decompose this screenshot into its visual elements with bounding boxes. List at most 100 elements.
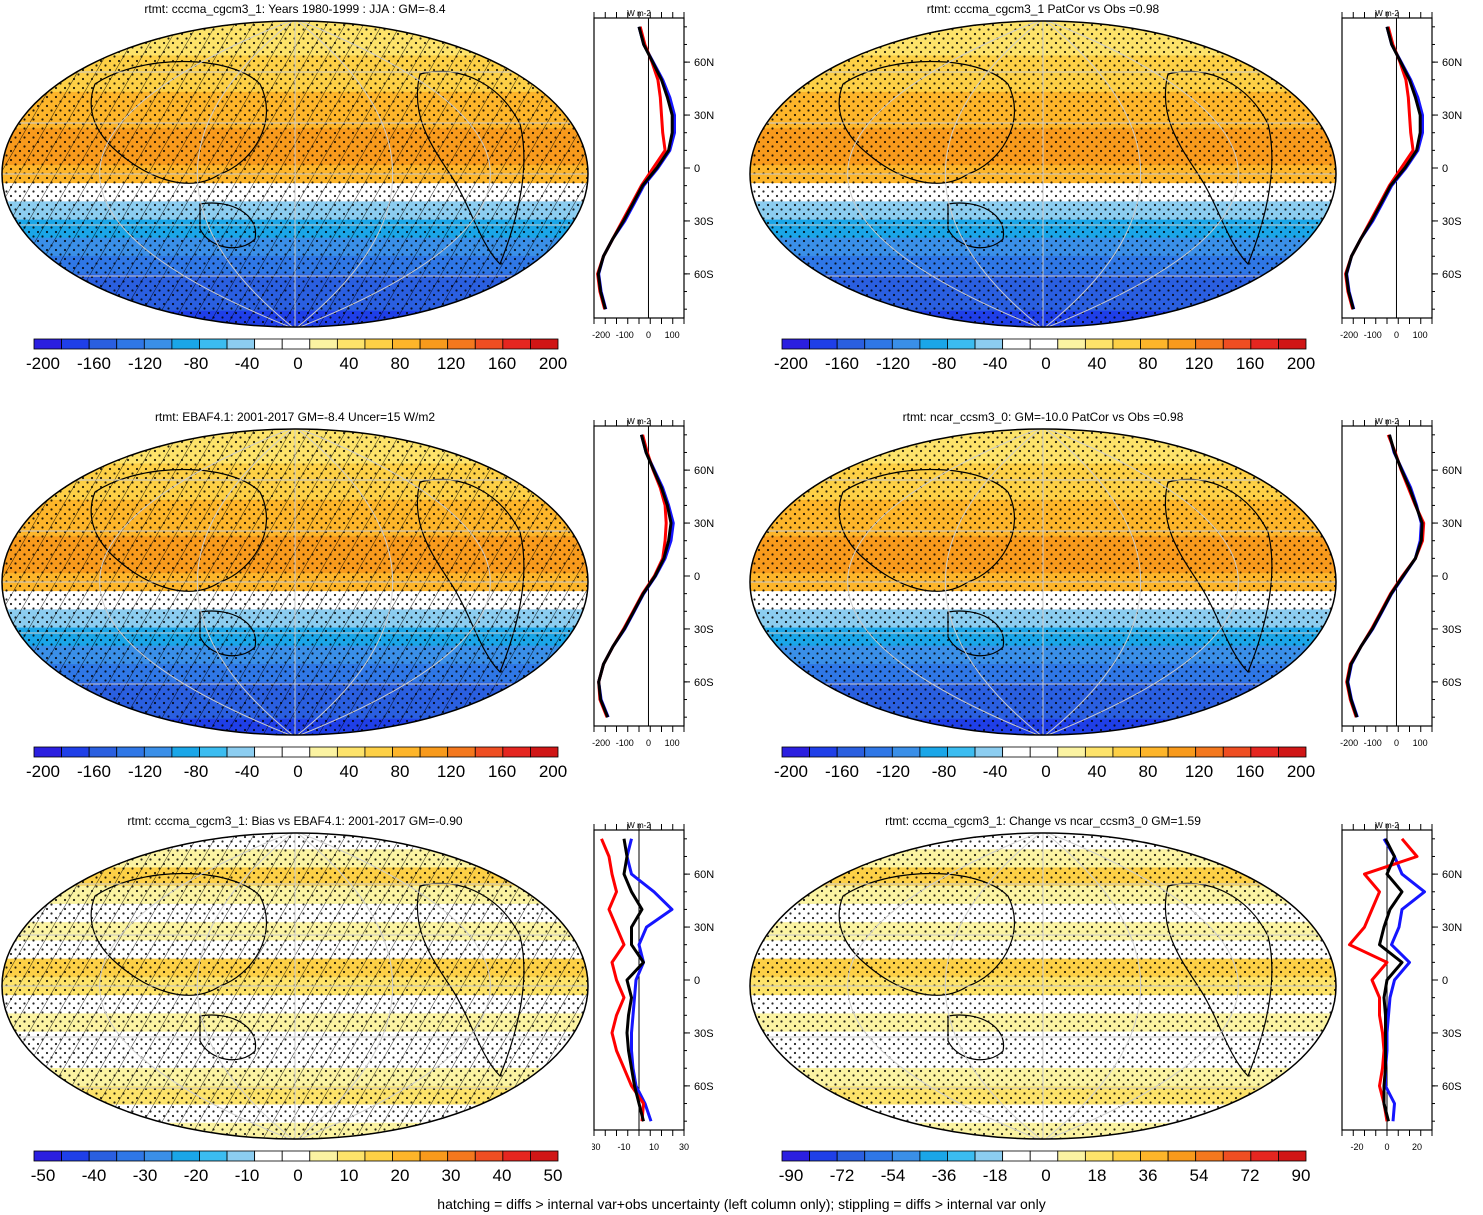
- zonal-x-tick-label: -200: [1340, 330, 1358, 340]
- colorbar: [33, 746, 559, 758]
- panel-title: rtmt: cccma_cgcm3_1 PatCor vs Obs =0.98: [926, 2, 1160, 16]
- colorbar-swatch: [1195, 1150, 1224, 1162]
- colorbar-swatch: [919, 338, 948, 350]
- zonal-x-tick-label: -20: [1350, 1142, 1363, 1152]
- colorbar-swatch: [171, 746, 200, 758]
- panel-title: rtmt: cccma_cgcm3_1: Bias vs EBAF4.1: 20…: [127, 814, 463, 828]
- zonal-mean-plot: W m-2 60N 30N 0 30S 60S -200 -100 0 100: [592, 417, 714, 748]
- colorbar-swatch: [336, 746, 366, 758]
- colorbar-labels: -200 -160 -120 -80 -40 0 40 80 120 160 200: [26, 354, 567, 376]
- colorbar-swatch: [530, 1150, 559, 1162]
- colorbar-labels: -200 -160 -120 -80 -40 0 40 80 120 160 200: [774, 354, 1315, 376]
- zonal-x-tick-label: 0: [1384, 1142, 1389, 1152]
- colorbar-swatch: [336, 1150, 366, 1162]
- colorbar-swatch: [199, 1150, 228, 1162]
- colorbar-tick-label: 80: [1138, 354, 1158, 373]
- zonal-lat-tick-label: 60N: [1442, 869, 1462, 881]
- colorbar-tick-label: -50: [30, 1166, 56, 1185]
- colorbar-swatch: [502, 1150, 531, 1162]
- colorbar-swatch: [364, 1150, 393, 1162]
- colorbar: [781, 746, 1307, 758]
- zonal-unit-label: W m-2: [627, 417, 651, 426]
- colorbar-swatch: [891, 1150, 921, 1162]
- colorbar-swatch: [419, 746, 449, 758]
- zonal-lat-tick-label: 30S: [1442, 624, 1462, 636]
- zonal-lat-tick-label: 30N: [694, 518, 714, 530]
- colorbar-tick-label: -54: [880, 1166, 906, 1185]
- colorbar-swatch: [836, 338, 866, 350]
- colorbar-tick-label: -40: [234, 354, 260, 373]
- colorbar-tick-label: 0: [293, 354, 303, 373]
- colorbar: [781, 1150, 1307, 1162]
- colorbar-swatch: [447, 1150, 476, 1162]
- colorbar-swatch: [781, 1150, 810, 1162]
- global-map: [749, 832, 1337, 1140]
- colorbar-tick-label: 200: [1286, 354, 1316, 373]
- colorbar-swatch: [1278, 746, 1307, 758]
- zonal-lat-tick-label: 30N: [1442, 922, 1462, 934]
- colorbar-swatch: [1278, 338, 1307, 350]
- zonal-lat-tick-label: 30N: [694, 110, 714, 122]
- zonal-x-tick-label: 0: [646, 330, 651, 340]
- colorbar-swatch: [1002, 746, 1031, 758]
- zonal-series-black: [1378, 838, 1404, 1122]
- colorbar-swatch: [364, 338, 393, 350]
- colorbar-swatch: [116, 338, 145, 350]
- colorbar-swatch: [392, 338, 421, 350]
- global-map: [749, 428, 1337, 736]
- zonal-lat-tick-label: 0: [694, 163, 700, 175]
- colorbar-swatch: [281, 338, 311, 350]
- zonal-lat-tick-label: 30N: [1442, 110, 1462, 122]
- colorbar-swatch: [1167, 1150, 1197, 1162]
- colorbar-swatch: [530, 338, 559, 350]
- colorbar-swatch: [447, 746, 476, 758]
- colorbar-swatch: [864, 746, 893, 758]
- colorbar-swatch: [919, 746, 948, 758]
- colorbar-tick-label: -80: [183, 354, 209, 373]
- colorbar-tick-label: -40: [81, 1166, 107, 1185]
- zonal-mean-plot: W m-2 60N 30N 0 30S 60S -200 -100 0 100: [1340, 9, 1462, 340]
- zonal-series-red: [1345, 434, 1426, 718]
- zonal-lat-tick-label: 60N: [1442, 465, 1462, 477]
- colorbar-tick-label: 80: [390, 762, 410, 781]
- colorbar-tick-label: 0: [1041, 1166, 1051, 1185]
- colorbar-swatch: [171, 1150, 200, 1162]
- colorbar-swatch: [61, 746, 90, 758]
- colorbar-tick-label: 0: [293, 1166, 303, 1185]
- colorbar-tick-label: -36: [931, 1166, 957, 1185]
- colorbar-tick-label: -120: [127, 354, 163, 373]
- colorbar-swatch: [1167, 338, 1197, 350]
- colorbar-tick-label: -80: [931, 762, 957, 781]
- zonal-x-tick-label: 100: [665, 738, 680, 748]
- zonal-lat-tick-label: 0: [1442, 163, 1448, 175]
- zonal-x-tick-label: 30: [679, 1142, 689, 1152]
- colorbar-tick-label: -80: [931, 354, 957, 373]
- zonal-series-blue: [597, 434, 675, 718]
- colorbar-swatch: [226, 1150, 256, 1162]
- zonal-x-tick-label: -200: [1340, 738, 1358, 748]
- colorbar-tick-label: -80: [183, 762, 209, 781]
- figure-panel-2: rtmt: cccma_cgcm3_1 PatCor vs Obs =0.98 -…: [748, 0, 1483, 380]
- zonal-lat-tick-label: 30N: [1442, 518, 1462, 530]
- colorbar-swatch: [891, 746, 921, 758]
- zonal-lat-tick-label: 0: [694, 975, 700, 987]
- zonal-lat-tick-label: 60S: [694, 677, 714, 689]
- colorbar-tick-label: 120: [436, 762, 466, 781]
- panel-title: rtmt: cccma_cgcm3_1: Years 1980-1999 : J…: [144, 2, 446, 16]
- colorbar-swatch: [781, 746, 810, 758]
- colorbar-swatch: [974, 1150, 1004, 1162]
- colorbar-swatch: [1084, 1150, 1114, 1162]
- colorbar-swatch: [254, 746, 283, 758]
- zonal-series-black: [622, 838, 645, 1122]
- colorbar-swatch: [781, 338, 810, 350]
- zonal-series-blue: [1345, 26, 1424, 310]
- colorbar-tick-label: 20: [390, 1166, 410, 1185]
- colorbar-tick-label: 120: [1184, 354, 1214, 373]
- colorbar-swatch: [33, 338, 62, 350]
- colorbar-swatch: [836, 746, 866, 758]
- colorbar-swatch: [809, 746, 838, 758]
- colorbar-tick-label: 40: [339, 762, 359, 781]
- colorbar-swatch: [364, 746, 393, 758]
- colorbar-swatch: [336, 338, 366, 350]
- colorbar-labels: -50 -40 -30 -20 -10 0 10 20 30 40 50: [30, 1166, 563, 1188]
